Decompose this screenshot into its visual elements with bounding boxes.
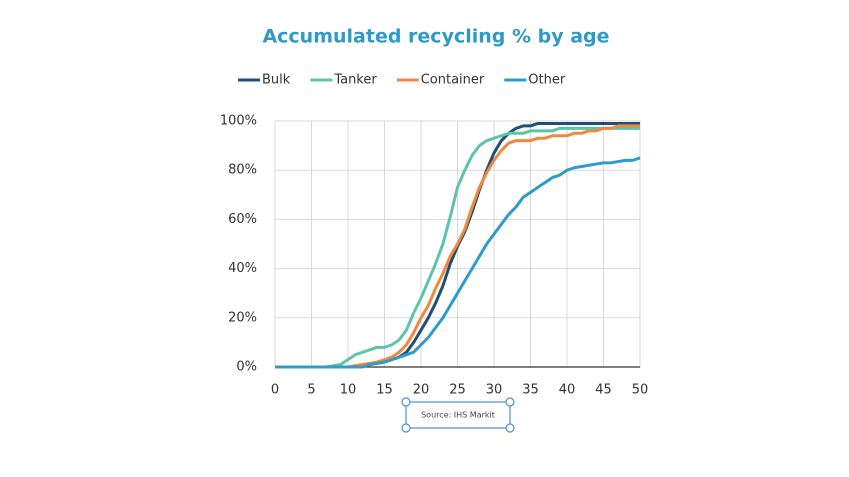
series-line: [275, 156, 641, 369]
x-tick-label: 0: [271, 383, 279, 398]
handle[interactable]: [505, 397, 515, 407]
y-tick-label: 60%: [228, 212, 257, 227]
series-line: [275, 126, 640, 369]
y-tick-label: 100%: [220, 114, 257, 129]
handle[interactable]: [401, 423, 411, 433]
source-box[interactable]: Source: IHS Markit: [401, 397, 515, 433]
y-tick-label: 0%: [236, 360, 257, 375]
legend-label: Bulk: [262, 73, 291, 88]
x-tick-label: 25: [449, 383, 466, 398]
y-tick-label: 40%: [228, 261, 257, 276]
legend-label: Container: [421, 73, 485, 88]
x-tick-label: 10: [340, 383, 357, 398]
handle[interactable]: [505, 423, 515, 433]
legend-label: Other: [528, 73, 566, 88]
x-tick-label: 5: [307, 383, 315, 398]
handle[interactable]: [401, 397, 411, 407]
selection-frame: [405, 401, 511, 429]
chart-title: Accumulated recycling % by age: [262, 26, 609, 48]
x-tick-label: 40: [559, 383, 576, 398]
x-tick-label: 50: [632, 383, 649, 398]
x-tick-label: 45: [595, 383, 612, 398]
x-tick-label: 35: [522, 383, 539, 398]
y-tick-label: 20%: [228, 310, 257, 325]
x-tick-label: 30: [486, 383, 503, 398]
legend-label: Tanker: [333, 73, 377, 88]
source-note: Source: IHS Markit: [421, 411, 495, 420]
x-tick-label: 15: [376, 383, 393, 398]
y-tick-label: 80%: [228, 163, 257, 178]
x-tick-label: 20: [413, 383, 430, 398]
